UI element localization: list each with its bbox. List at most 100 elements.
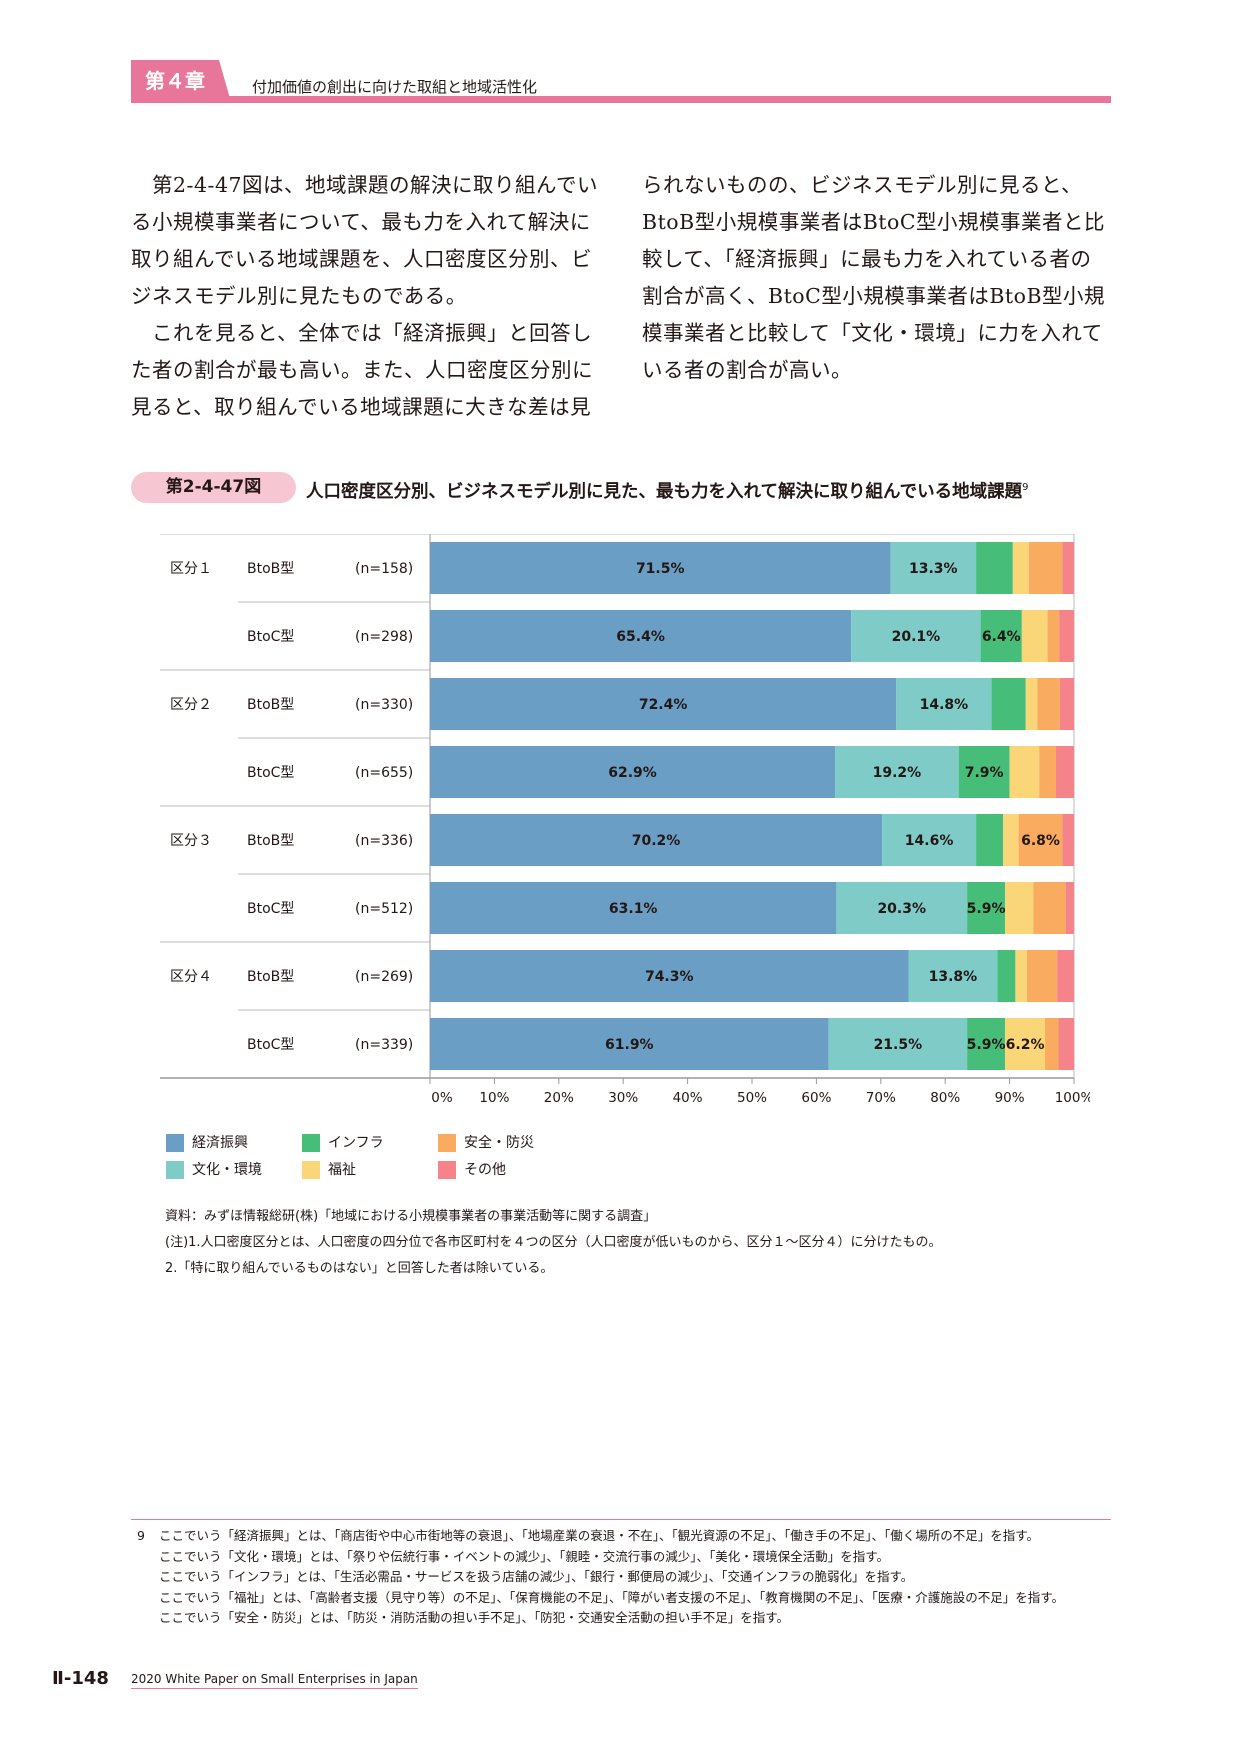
body-paragraph-1: 第2-4-47図は、地域課題の解決に取り組んでいる小規模事業者について、最も力を… [131,173,598,308]
body-paragraph-3: られないものの、ビジネスモデル別に見ると、BtoB型小規模事業者はBtoC型小規… [642,173,1106,382]
chart-bars [430,542,1074,1070]
bar-value-label: 65.4% [616,629,665,645]
figure-title-text: 人口密度区分別、ビジネスモデル別に見た、最も力を入れて解決に取り組んでいる地域課… [306,481,1023,502]
source-note: 資料：みずほ情報総研(株)「地域における小規模事業者の事業活動等に関する調査」 [165,1209,657,1224]
bar-segment [1009,746,1040,798]
chart-category-labels: 区分１ BtoB型 (n=158) BtoC型 (n=298) 区分２ BtoB型 (n=33… [170,561,413,1053]
bar-value-label: 6.2% [1006,1037,1045,1053]
bar-segment [1003,814,1019,866]
footer-publication: 2020 White Paper on Small Enterprises in… [131,1672,418,1689]
chapter-title: 付加価値の創出に向けた取組と地域活性化 [252,78,538,96]
bar-segment [976,542,1013,594]
page-number: Ⅱ-148 [52,1668,109,1689]
x-tick-label: 80% [930,1090,960,1106]
category-n-label: (n=336) [355,833,413,849]
x-tick-label: 90% [995,1090,1025,1106]
legend-swatch [166,1161,184,1179]
bar-value-label: 13.3% [909,561,958,577]
bar-segment [980,610,1022,662]
category-n-label: (n=330) [355,697,413,713]
bar-value-label: 20.1% [892,629,941,645]
bar-value-label: 62.9% [608,765,657,781]
bar-segment [430,814,883,866]
bar-segment [1028,542,1063,594]
bar-segment [1005,882,1034,934]
figure-title: 人口密度区分別、ビジネスモデル別に見た、最も力を入れて解決に取り組んでいる地域課… [306,474,1028,506]
category-model-label: BtoB型 [247,697,294,713]
bar-segment [1047,610,1060,662]
bar-segment [1062,814,1074,866]
legend-swatch [166,1134,184,1152]
legend-item: 経済振興 [166,1133,248,1153]
bar-segment [430,610,852,662]
legend-label: その他 [464,1162,506,1178]
bar-segment [430,678,897,730]
x-tick-label: 70% [866,1090,896,1106]
bar-segment [1045,1018,1059,1070]
bar-value-label: 5.9% [967,901,1006,917]
x-tick-label: 100% [1055,1090,1090,1106]
bar-segment [430,882,837,934]
category-group-label: 区分４ [170,969,212,985]
bar-segment [1025,678,1038,730]
bar-value-label: 70.2% [632,833,681,849]
body-paragraph-2: これを見ると、全体では「経済振興」と回答した者の割合が最も高い。また、人口密度区… [131,321,593,419]
figure-footnote-ref: 9 [1022,482,1029,493]
category-n-label: (n=298) [355,629,413,645]
bar-segment [1059,678,1074,730]
bar-value-label: 20.3% [877,901,926,917]
bar-segment [1037,678,1060,730]
bar-value-label: 19.2% [873,765,922,781]
bar-segment [1005,1018,1046,1070]
legend-item: インフラ [302,1133,384,1153]
category-model-label: BtoC型 [247,1037,294,1053]
bar-segment [1057,950,1074,1002]
note-2: 2.「特に取り組んでいるものはない」と回答した者は除いている。 [165,1261,554,1276]
bar-value-label: 6.8% [1021,833,1060,849]
category-model-label: BtoC型 [247,901,294,917]
legend-swatch [302,1161,320,1179]
x-tick-label: 20% [544,1090,574,1106]
category-model-label: BtoB型 [247,969,294,985]
bar-value-label: 13.8% [929,969,978,985]
category-n-label: (n=512) [355,901,413,917]
x-tick-label: 50% [737,1090,767,1106]
legend-item: 福祉 [302,1160,356,1180]
footnote-rule [131,1519,1111,1520]
bar-value-label: 74.3% [645,969,694,985]
bar-value-label: 14.6% [905,833,954,849]
legend-label: 文化・環境 [192,1162,262,1178]
bar-segment [976,814,1004,866]
bar-segment [890,542,977,594]
x-tick-label: 0% [431,1090,453,1106]
category-group-label: 区分１ [170,561,212,577]
x-tick-label: 30% [608,1090,638,1106]
bar-value-label: 61.9% [605,1037,654,1053]
category-n-label: (n=339) [355,1037,413,1053]
bar-value-label: 5.9% [967,1037,1006,1053]
figure-label: 第2-4-47図 [131,472,296,503]
bar-segment [1015,950,1027,1002]
category-group-label: 区分３ [170,833,212,849]
legend-item: 文化・環境 [166,1160,262,1180]
bar-segment [1018,814,1063,866]
bar-segment [967,882,1006,934]
category-n-label: (n=655) [355,765,413,781]
bar-segment [991,678,1026,730]
bar-value-label: 63.1% [609,901,658,917]
category-model-label: BtoB型 [247,833,294,849]
note-1: (注)1.人口密度区分とは、人口密度の四分位で各市区町村を４つの区分（人口密度が… [165,1235,942,1250]
footnote-line: ここでいう「インフラ」とは、「生活必需品・サービスを扱う店舗の減少」、「銀行・郵… [159,1569,914,1584]
bar-segment [430,1018,829,1070]
bar-segment [997,950,1016,1002]
bar-segment [882,814,977,866]
bar-segment [1058,1018,1074,1070]
legend-item: その他 [438,1160,506,1180]
footnote-number: 9 [137,1528,145,1543]
footnote-line: ここでいう「福祉」とは、「高齢者支援（見守り等）の不足」、「保育機能の不足」、「… [159,1589,1065,1605]
legend-label: 経済振興 [192,1135,248,1151]
bar-segment [1021,610,1048,662]
bar-segment [958,746,1010,798]
category-model-label: BtoB型 [247,561,294,577]
bar-segment [1065,882,1074,934]
